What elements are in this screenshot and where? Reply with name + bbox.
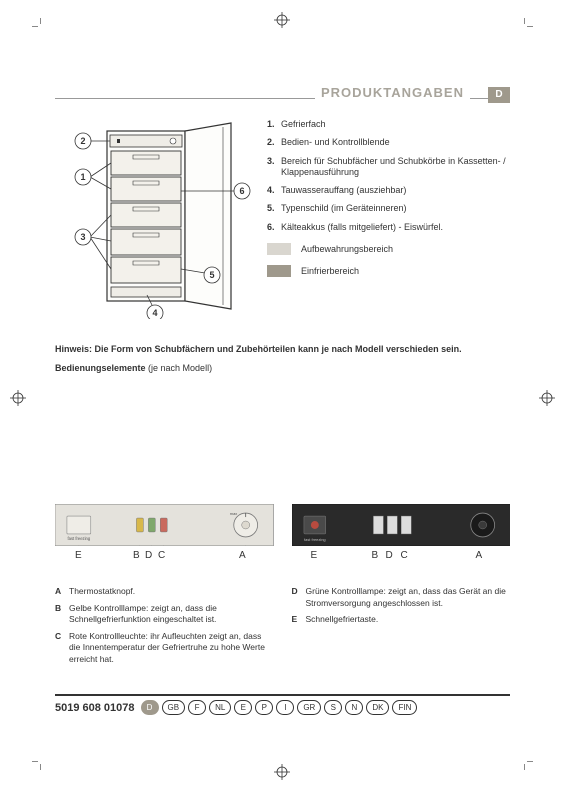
desc-item: DGrüne Kontrolllampe: zeigt an, dass das… [292,586,511,609]
desc-item: AThermostatknopf. [55,586,274,597]
registration-mark [274,12,290,28]
crop-mark [32,18,52,38]
lang-pill-s: S [324,700,342,715]
lang-pill-dk: DK [366,700,389,715]
svg-text:6: 6 [239,186,244,196]
registration-mark [539,390,555,406]
control-panel-light: fast freezing max [55,504,274,564]
desc-item: BGelbe Kontrolllampe: zeigt an, dass die… [55,603,274,626]
legend-label: Aufbewahrungsbereich [301,244,393,254]
hinweis-block: Hinweis: Die Form von Schubfächern und Z… [55,343,510,374]
svg-text:fast freezing: fast freezing [68,536,91,541]
svg-text:3: 3 [80,232,85,242]
lang-pill-d: D [141,700,159,715]
desc-col-left: AThermostatknopf. BGelbe Kontrolllampe: … [55,586,274,670]
document-number: 5019 608 01078 [55,702,135,714]
lang-pill-gb: GB [162,700,186,715]
svg-text:5: 5 [209,270,214,280]
crop-mark [513,18,533,38]
legend-row: Aufbewahrungsbereich [267,243,510,255]
lang-pill-n: N [345,700,363,715]
registration-mark [274,764,290,780]
legend-row: Einfrierbereich [267,265,510,277]
page-title: PRODUKTANGABEN [315,85,470,100]
crop-mark [32,750,52,770]
control-panel-dark: fast freezing E B D C A [292,504,511,564]
panel-labels: E B D C A [55,550,274,564]
svg-text:2: 2 [80,136,85,146]
bedien-title: Bedienungselemente [55,363,146,373]
panel-labels: E B D C A [292,550,511,564]
parts-list-item: 4.Tauwasserauffang (ausziehbar) [267,185,510,196]
svg-text:1: 1 [80,172,85,182]
parts-list-item: 5.Typenschild (im Geräteinneren) [267,203,510,214]
lang-pill-e: E [234,700,252,715]
parts-list-item: 1.Gefrierfach [267,119,510,130]
footer: 5019 608 01078 DGBFNLEPIGRSNDKFIN [55,694,510,715]
parts-list-item: 6.Kälteakkus (falls mitgeliefert) - Eisw… [267,222,510,233]
lang-pill-gr: GR [297,700,321,715]
language-pills: DGBFNLEPIGRSNDKFIN [141,700,421,715]
desc-item: ESchnellgefriertaste. [292,614,511,625]
header-rule: PRODUKTANGABEN D [55,98,510,99]
page-content: PRODUKTANGABEN D [55,38,510,750]
descriptions: AThermostatknopf. BGelbe Kontrolllampe: … [55,586,510,670]
lang-pill-p: P [255,700,273,715]
svg-text:fast freezing: fast freezing [304,537,326,542]
lang-pill-fin: FIN [392,700,417,715]
appliance-diagram: 2 1 3 4 [55,119,255,321]
desc-col-right: DGrüne Kontrolllampe: zeigt an, dass das… [292,586,511,670]
registration-mark [10,390,26,406]
lang-pill-nl: NL [209,700,231,715]
lang-pill-f: F [188,700,206,715]
parts-list: 1.Gefrierfach 2.Bedien- und Kontrollblen… [267,119,510,233]
svg-text:max: max [230,511,238,516]
crop-mark [513,750,533,770]
hinweis-bold: Hinweis: Die Form von Schubfächern und Z… [55,344,462,354]
legend-swatch [267,243,291,255]
lang-pill-i: I [276,700,294,715]
svg-text:4: 4 [152,308,157,318]
parts-list-item: 3.Bereich für Schubfächer und Schubkörbe… [267,156,510,179]
desc-item: CRote Kontrollleuchte: ihr Aufleuchten z… [55,631,274,665]
legend-label: Einfrierbereich [301,266,359,276]
parts-list-column: 1.Gefrierfach 2.Bedien- und Kontrollblen… [267,119,510,321]
parts-list-item: 2.Bedien- und Kontrollblende [267,137,510,148]
legend-swatch [267,265,291,277]
language-badge: D [488,87,510,103]
